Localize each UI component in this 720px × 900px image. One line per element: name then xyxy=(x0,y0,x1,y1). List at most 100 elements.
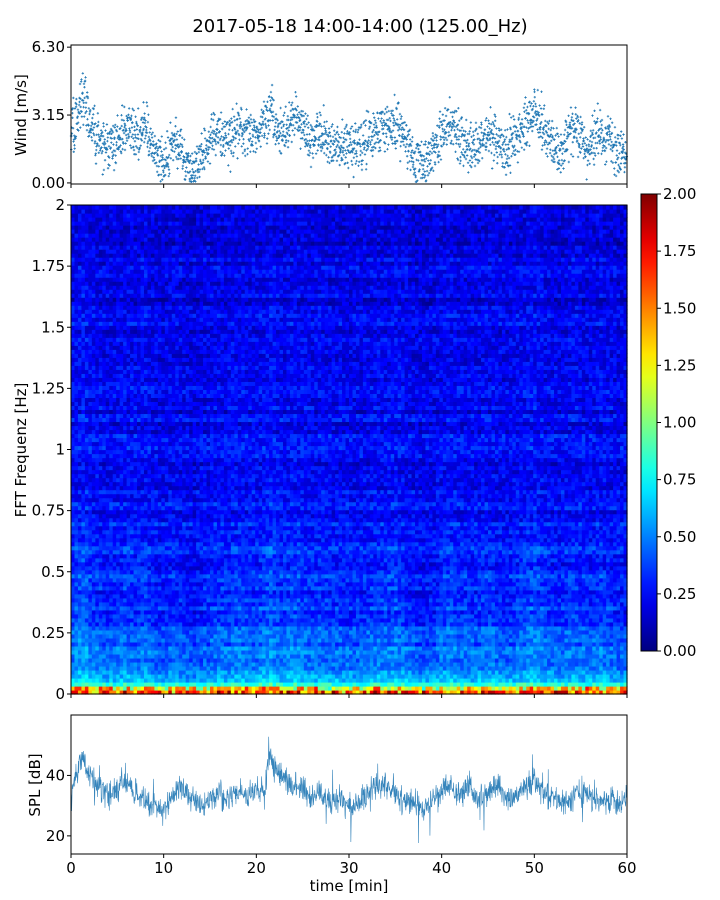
wind-point xyxy=(431,144,433,146)
spectrogram-cell xyxy=(443,638,447,643)
spectrogram-cell xyxy=(328,642,332,647)
spectrogram-cell xyxy=(113,650,117,655)
wind-point xyxy=(267,132,269,134)
spectrogram-cell xyxy=(530,650,534,655)
spectrogram-cell xyxy=(300,682,304,687)
spectrogram-cell xyxy=(491,670,495,675)
spectrogram-cell xyxy=(186,642,190,647)
spectrogram-cell xyxy=(610,630,614,635)
spectrogram-cell xyxy=(613,654,617,659)
spectrogram-cell xyxy=(617,634,621,639)
wind-point xyxy=(124,149,126,151)
wind-point xyxy=(563,134,565,136)
spectrogram-cell xyxy=(335,650,339,655)
spectrogram-cell xyxy=(335,678,339,683)
spectrogram-cell xyxy=(144,674,148,679)
spectrogram-cell xyxy=(144,682,148,687)
spectrogram-cell xyxy=(564,650,568,655)
wind-point xyxy=(320,114,322,116)
spectrogram-cell xyxy=(311,682,315,687)
spectrogram-cell xyxy=(286,638,290,643)
spectrogram-cell xyxy=(172,630,176,635)
spectrogram-cell xyxy=(346,682,350,687)
spectrogram-cell xyxy=(474,638,478,643)
spectrogram-cell xyxy=(425,674,429,679)
spectrogram-cell xyxy=(346,654,350,659)
spectrogram-cell xyxy=(342,666,346,671)
spectrogram-cell xyxy=(394,682,398,687)
spectrogram-cell xyxy=(544,686,548,691)
spectrogram-cell xyxy=(363,674,367,679)
spectrogram-cell xyxy=(238,642,242,647)
wind-point xyxy=(251,121,253,123)
spectrogram-cell xyxy=(359,686,363,691)
spectrogram-cell xyxy=(502,686,506,691)
spectrogram-cell xyxy=(332,682,336,687)
wind-point xyxy=(320,143,322,145)
wind-point xyxy=(427,146,429,148)
spectrogram-cell xyxy=(127,658,131,663)
wind-point xyxy=(194,177,196,179)
spectrogram-cell xyxy=(387,638,391,643)
wind-point xyxy=(233,115,235,117)
wind-point xyxy=(80,106,82,108)
spectrogram-cell xyxy=(158,674,162,679)
spectrogram-cell xyxy=(227,650,231,655)
spectrogram-cell xyxy=(259,650,263,655)
spectrogram-cell xyxy=(498,674,502,679)
spectrogram-cell xyxy=(352,682,356,687)
wind-point xyxy=(137,133,139,135)
spectrogram-cell xyxy=(575,666,579,671)
wind-point xyxy=(252,150,254,152)
spectrogram-cell xyxy=(200,650,204,655)
wind-point xyxy=(123,132,125,134)
spectrogram-cell xyxy=(81,654,85,659)
spectrogram-cell xyxy=(141,630,145,635)
spectrogram-cell xyxy=(453,646,457,651)
wind-point xyxy=(181,168,183,170)
spectrogram-cell xyxy=(102,678,106,683)
spectrogram-cell xyxy=(443,674,447,679)
spectrogram-cell xyxy=(293,630,297,635)
wind-point xyxy=(222,144,224,146)
spectrogram-cell xyxy=(269,646,273,651)
spectrogram-cell xyxy=(234,658,238,663)
wind-point xyxy=(194,151,196,153)
spectrogram-cell xyxy=(286,670,290,675)
spectrogram-cell xyxy=(252,682,256,687)
wind-point xyxy=(336,126,338,128)
spectrogram-cell xyxy=(422,662,426,667)
spectrogram-cell xyxy=(335,686,339,691)
spectrogram-cell xyxy=(363,662,367,667)
spectrogram-cell xyxy=(311,630,315,635)
spectrogram-cell xyxy=(154,654,158,659)
wind-point xyxy=(77,109,79,111)
spectrogram-cell xyxy=(300,634,304,639)
wind-point xyxy=(292,129,294,131)
spectrogram-cell xyxy=(123,658,127,663)
spectrogram-cell xyxy=(610,674,614,679)
spectrogram-cell xyxy=(530,686,534,691)
wind-point xyxy=(310,166,312,168)
spectrogram-cell xyxy=(544,654,548,659)
spectrogram-cell xyxy=(213,662,217,667)
spectrogram-cell xyxy=(273,650,277,655)
wind-point xyxy=(398,135,400,137)
spectrogram-cell xyxy=(231,642,235,647)
spectrogram-cell xyxy=(293,662,297,667)
wind-point xyxy=(196,152,198,154)
spectrogram-cell xyxy=(346,638,350,643)
wind-point xyxy=(396,118,398,120)
spectrogram-cell xyxy=(467,670,471,675)
wind-point xyxy=(596,142,598,144)
spectrogram-cell xyxy=(262,682,266,687)
wind-point xyxy=(400,118,402,120)
spectrogram-cell xyxy=(439,642,443,647)
wind-point xyxy=(488,122,490,124)
spectrogram-cell xyxy=(384,646,388,651)
spectrogram-cell xyxy=(568,678,572,683)
spectrogram-cell xyxy=(210,634,214,639)
wind-point xyxy=(506,158,508,160)
spectrogram-cell xyxy=(377,638,381,643)
spectrogram-cell xyxy=(502,654,506,659)
